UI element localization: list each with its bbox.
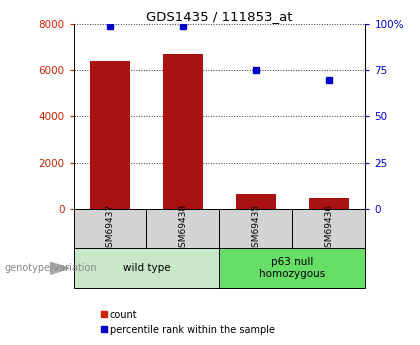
Bar (90, 61, 130, 209)
Text: GSM69437: GSM69437 (105, 204, 115, 253)
Text: genotype/variation: genotype/variation (4, 263, 97, 273)
Bar (147, 209, 220, 248)
Text: GSM69438: GSM69438 (178, 204, 187, 253)
Bar (309, 198, 349, 209)
Bar (220, 209, 292, 248)
Text: GSM69435: GSM69435 (252, 204, 260, 253)
Bar (74, 209, 147, 248)
Legend: count, percentile rank within the sample: count, percentile rank within the sample (97, 306, 279, 338)
Title: GDS1435 / 111853_at: GDS1435 / 111853_at (146, 10, 293, 23)
Polygon shape (51, 262, 69, 274)
Text: wild type: wild type (123, 263, 170, 273)
Bar (220, 248, 365, 288)
Bar (236, 195, 276, 209)
Bar (163, 54, 203, 209)
Bar (74, 248, 220, 288)
Text: p63 null
homozygous: p63 null homozygous (259, 257, 326, 279)
Text: GSM69436: GSM69436 (324, 204, 333, 253)
Bar (292, 209, 365, 248)
